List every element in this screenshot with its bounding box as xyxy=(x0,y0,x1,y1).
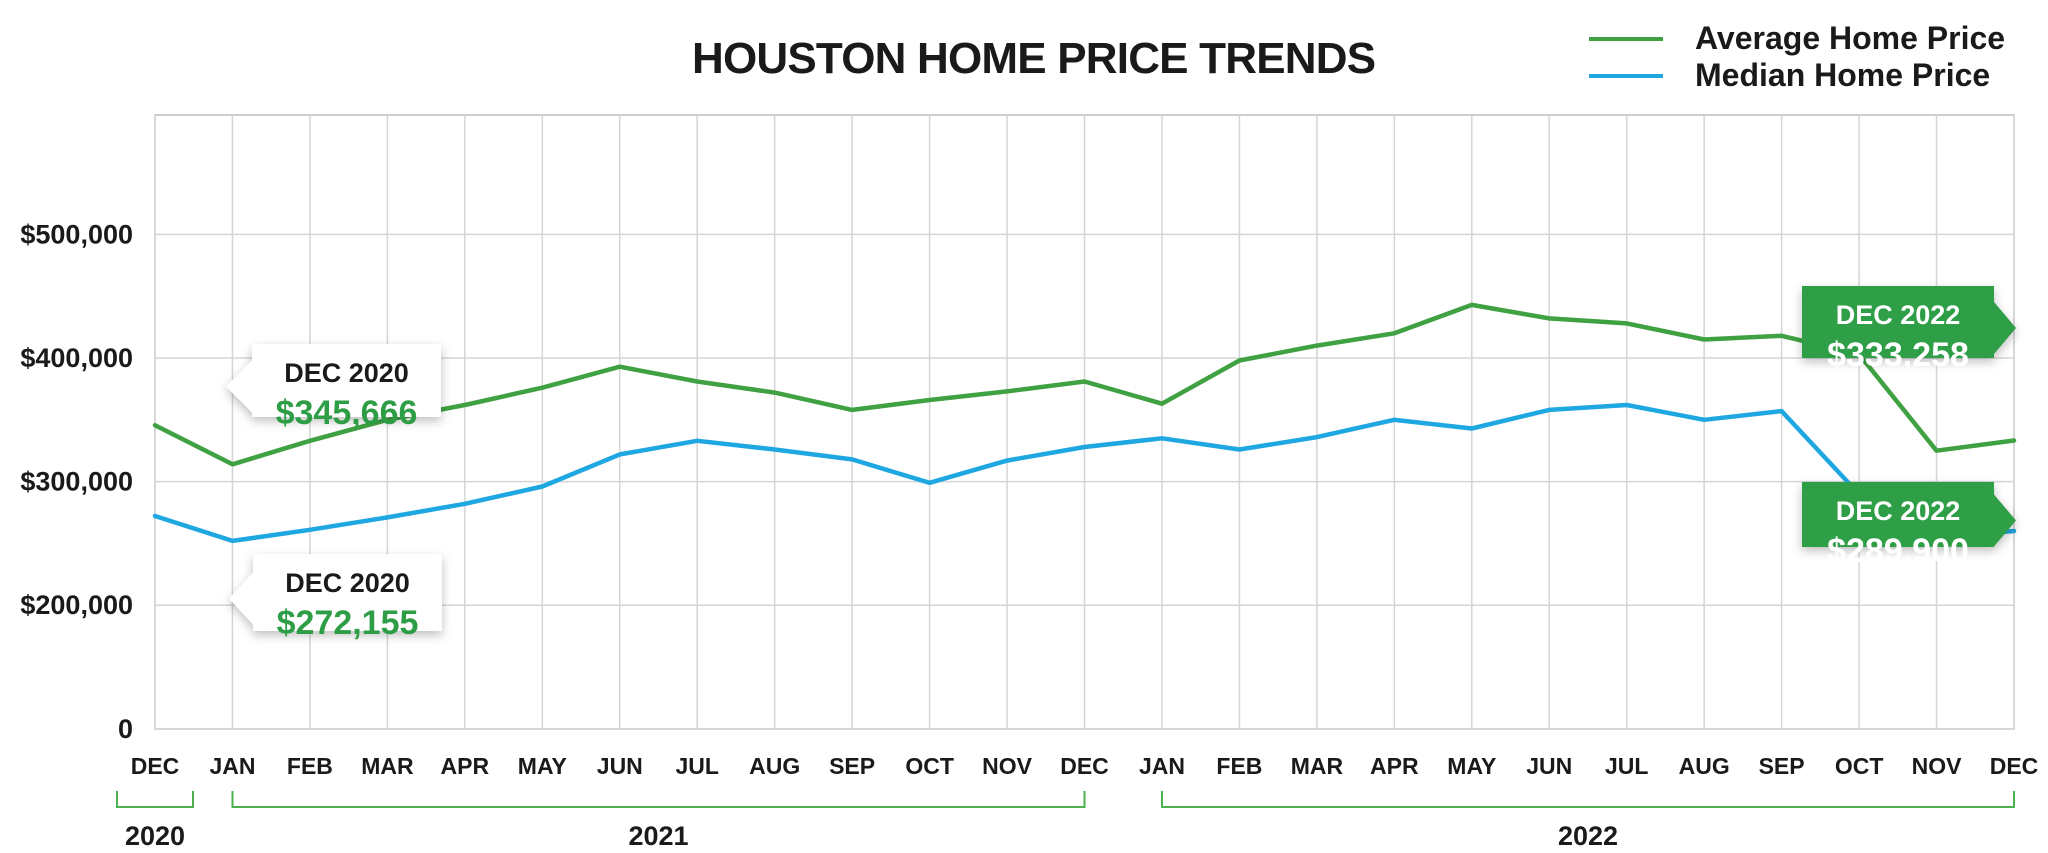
svg-text:OCT: OCT xyxy=(1835,753,1884,779)
svg-text:JUN: JUN xyxy=(597,753,643,779)
svg-text:DEC: DEC xyxy=(1990,753,2039,779)
svg-text:DEC: DEC xyxy=(131,753,180,779)
svg-text:DEC: DEC xyxy=(1060,753,1109,779)
svg-text:MAR: MAR xyxy=(1291,753,1344,779)
svg-text:$400,000: $400,000 xyxy=(20,343,133,373)
svg-text:$300,000: $300,000 xyxy=(20,467,133,497)
svg-text:MAY: MAY xyxy=(1447,753,1496,779)
svg-text:SEP: SEP xyxy=(1759,753,1805,779)
svg-text:$200,000: $200,000 xyxy=(20,590,133,620)
svg-text:$289,900: $289,900 xyxy=(1827,532,1969,570)
svg-text:APR: APR xyxy=(1370,753,1419,779)
svg-text:DEC 2022: DEC 2022 xyxy=(1836,496,1961,526)
svg-text:OCT: OCT xyxy=(905,753,954,779)
svg-text:FEB: FEB xyxy=(1216,753,1262,779)
svg-text:AUG: AUG xyxy=(749,753,800,779)
svg-text:2021: 2021 xyxy=(628,821,688,851)
svg-text:MAR: MAR xyxy=(361,753,414,779)
svg-text:0: 0 xyxy=(118,714,133,744)
svg-text:$345,666: $345,666 xyxy=(276,394,418,432)
svg-text:APR: APR xyxy=(441,753,490,779)
svg-text:MAY: MAY xyxy=(518,753,567,779)
svg-text:JAN: JAN xyxy=(1139,753,1185,779)
svg-text:NOV: NOV xyxy=(1912,753,1963,779)
svg-text:JUL: JUL xyxy=(1605,753,1648,779)
svg-text:JUL: JUL xyxy=(675,753,718,779)
svg-text:AUG: AUG xyxy=(1679,753,1730,779)
svg-text:NOV: NOV xyxy=(982,753,1033,779)
svg-text:2020: 2020 xyxy=(125,821,185,851)
svg-text:DEC 2020: DEC 2020 xyxy=(285,568,410,598)
svg-text:JAN: JAN xyxy=(209,753,255,779)
svg-text:$272,155: $272,155 xyxy=(277,604,419,642)
svg-text:DEC 2020: DEC 2020 xyxy=(284,358,409,388)
svg-text:FEB: FEB xyxy=(287,753,333,779)
svg-text:$500,000: $500,000 xyxy=(20,219,133,249)
svg-text:$333,258: $333,258 xyxy=(1827,336,1969,374)
svg-text:JUN: JUN xyxy=(1526,753,1572,779)
svg-text:DEC 2022: DEC 2022 xyxy=(1836,300,1961,330)
svg-text:2022: 2022 xyxy=(1558,821,1618,851)
svg-text:SEP: SEP xyxy=(829,753,875,779)
